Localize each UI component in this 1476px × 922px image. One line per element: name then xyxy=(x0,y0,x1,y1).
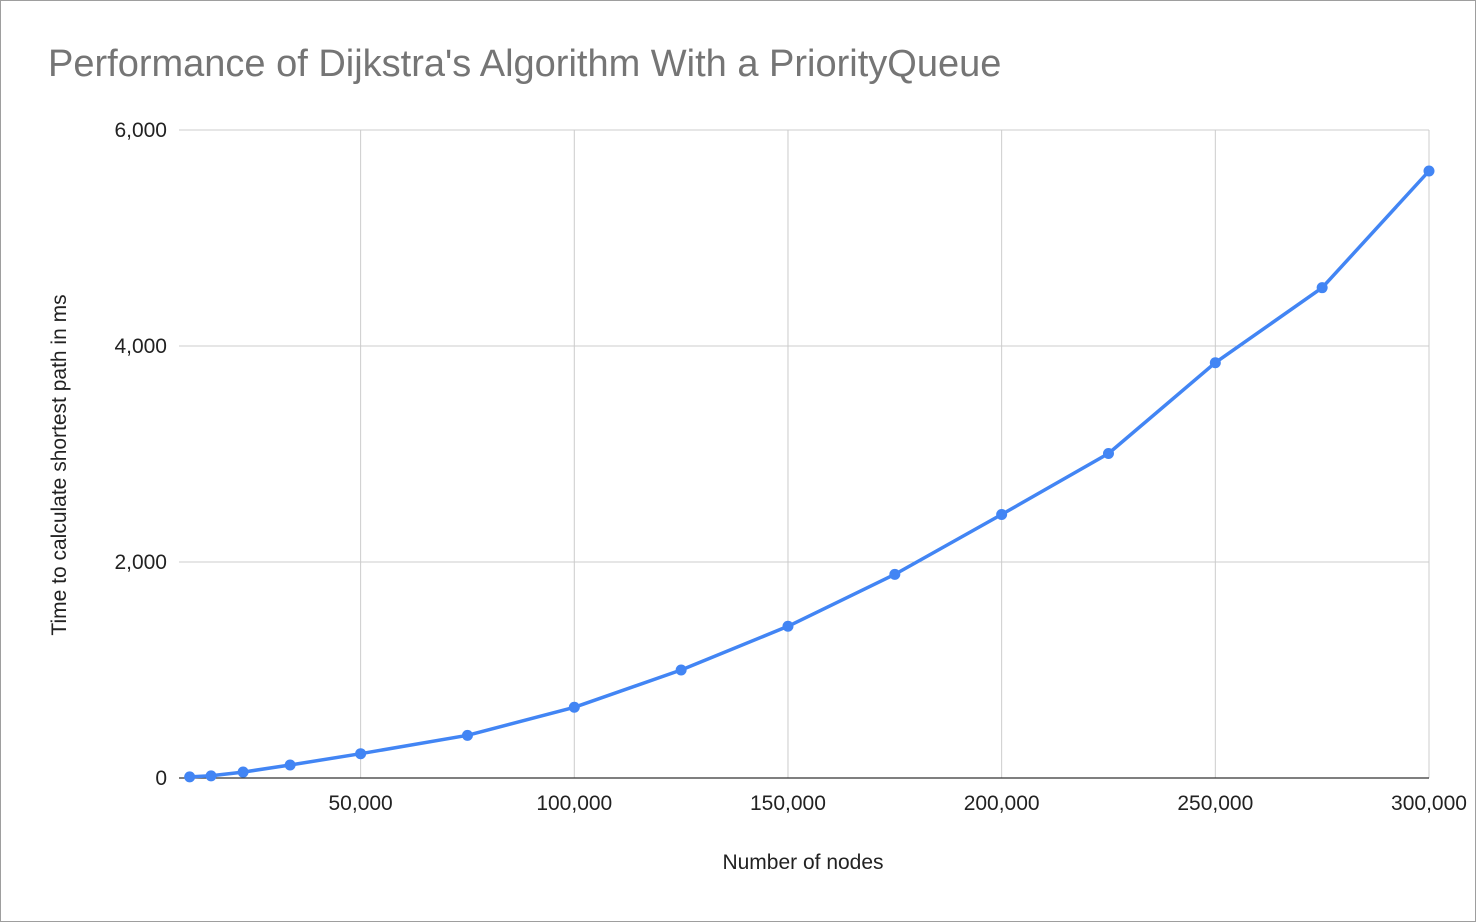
y-tick-label: 6,000 xyxy=(114,119,167,142)
data-point xyxy=(184,771,196,783)
data-point xyxy=(1102,447,1114,459)
x-axis-title: Number of nodes xyxy=(722,851,883,874)
x-tick-label: 300,000 xyxy=(1391,792,1467,815)
data-point xyxy=(355,748,367,760)
data-point xyxy=(1423,165,1435,177)
series-line xyxy=(187,169,1431,779)
data-point xyxy=(284,759,296,771)
data-point xyxy=(461,729,473,741)
series xyxy=(184,165,1435,783)
x-tick-label: 250,000 xyxy=(1177,792,1253,815)
x-tick-label: 100,000 xyxy=(536,792,612,815)
grid-lines xyxy=(179,129,1430,778)
chart-title: Performance of Dijkstra's Algorithm With… xyxy=(48,43,1002,85)
y-tick-label: 0 xyxy=(155,767,167,790)
y-axis-title: Time to calculate shortest path in ms xyxy=(48,294,71,635)
x-tick-label: 200,000 xyxy=(964,792,1040,815)
data-point xyxy=(782,620,794,632)
y-tick-label: 2,000 xyxy=(114,551,167,574)
data-point xyxy=(205,770,217,782)
tick-labels: 0 2,000 4,000 6,000 50,000 100,000 150,000 200,… xyxy=(114,119,1467,815)
data-point xyxy=(675,664,687,676)
data-point xyxy=(1209,357,1221,369)
x-tick-label: 50,000 xyxy=(329,792,393,815)
data-point xyxy=(568,701,580,713)
y-tick-label: 4,000 xyxy=(114,335,167,358)
data-point xyxy=(1316,282,1328,294)
data-point xyxy=(237,766,249,778)
x-tick-label: 150,000 xyxy=(750,792,826,815)
data-point xyxy=(996,508,1008,520)
data-point xyxy=(889,568,901,580)
